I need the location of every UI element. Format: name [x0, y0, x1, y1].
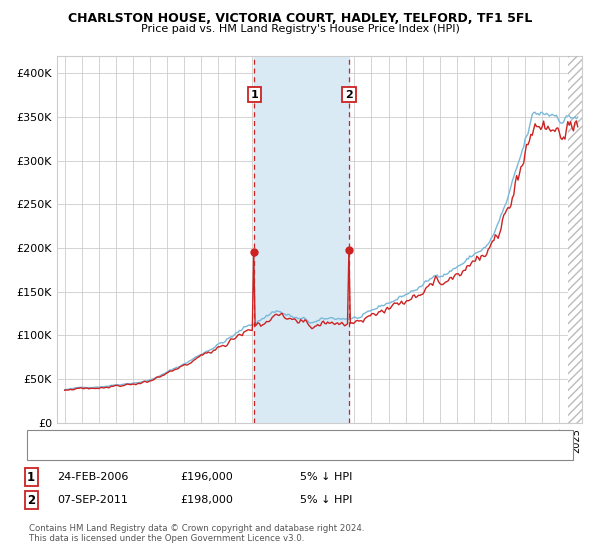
Text: 24-FEB-2006: 24-FEB-2006: [57, 472, 128, 482]
Text: HPI: Average price, detached house, Telford and Wrekin: HPI: Average price, detached house, Telf…: [76, 447, 353, 457]
Text: 5% ↓ HPI: 5% ↓ HPI: [300, 495, 352, 505]
Bar: [254, 56, 349, 423]
Bar: [568, 56, 590, 423]
Text: CHARLSTON HOUSE, VICTORIA COURT, HADLEY, TELFORD, TF1 5FL (detached house): CHARLSTON HOUSE, VICTORIA COURT, HADLEY,…: [76, 433, 500, 443]
Bar: [568, 56, 590, 423]
Text: Price paid vs. HM Land Registry's House Price Index (HPI): Price paid vs. HM Land Registry's House …: [140, 24, 460, 34]
Text: £196,000: £196,000: [180, 472, 233, 482]
Text: 2: 2: [345, 90, 353, 100]
Text: 5% ↓ HPI: 5% ↓ HPI: [300, 472, 352, 482]
Text: 1: 1: [27, 470, 35, 484]
Text: 2: 2: [27, 493, 35, 507]
Text: £198,000: £198,000: [180, 495, 233, 505]
Text: 1: 1: [251, 90, 258, 100]
Text: Contains HM Land Registry data © Crown copyright and database right 2024.
This d: Contains HM Land Registry data © Crown c…: [29, 524, 364, 543]
Text: 07-SEP-2011: 07-SEP-2011: [57, 495, 128, 505]
Text: CHARLSTON HOUSE, VICTORIA COURT, HADLEY, TELFORD, TF1 5FL: CHARLSTON HOUSE, VICTORIA COURT, HADLEY,…: [68, 12, 532, 25]
